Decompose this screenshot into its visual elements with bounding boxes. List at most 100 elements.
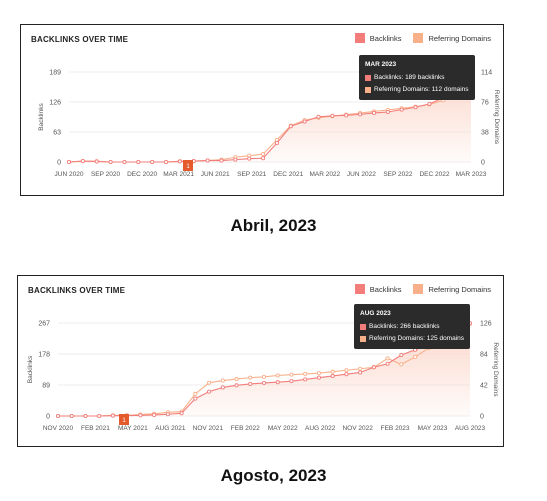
legend-referring-domains[interactable]: Referring Domains	[413, 284, 491, 294]
backlinks-line-point	[316, 375, 321, 380]
backlinks-line-point	[80, 158, 85, 164]
legend-label-backlinks: Backlinks	[369, 33, 402, 43]
x-tick-label: JUN 2022	[347, 171, 376, 178]
line-chart-april[interactable]: 0 0 63 38 126 76 189 114 Backlinks Referring Doma…	[21, 25, 503, 195]
y-tick-label: 0	[46, 414, 50, 421]
backlinks-line-point	[274, 140, 279, 146]
backlinks-line-point	[179, 411, 184, 416]
referring-domains-line-point	[275, 373, 280, 378]
backlinks-line-point	[110, 413, 115, 418]
y2-tick-label: 0	[480, 414, 484, 421]
x-tick-label: AUG 2023	[455, 425, 486, 432]
backlinks-line-point	[55, 413, 61, 419]
referring-domains-line-point	[330, 369, 335, 374]
caption-april: Abril, 2023	[230, 216, 317, 235]
backlinks-line-point	[413, 105, 418, 110]
x-tick-label: SEP 2021	[237, 171, 267, 178]
event-marker	[183, 160, 193, 171]
chart-title: BACKLINKS OVER TIME	[31, 35, 129, 44]
chart-panel-august: BACKLINKS OVER TIME Backlinks Referring …	[17, 275, 504, 447]
backlinks-line-point	[220, 385, 225, 390]
legend-label-referring: Referring Domains	[428, 284, 491, 294]
backlinks-line-point	[69, 413, 74, 419]
backlinks-line-point	[150, 159, 155, 165]
x-tick-label: MAY 2023	[418, 425, 448, 432]
y2-tick-label: 42	[480, 383, 488, 390]
backlinks-line-point	[385, 361, 390, 366]
backlinks-line-point	[122, 159, 127, 165]
chart-legend: Backlinks Referring Domains	[354, 284, 491, 294]
backlinks-line-point	[275, 380, 280, 385]
referring-domains-line-point	[316, 371, 321, 376]
tooltip-swatch-referring	[360, 336, 366, 342]
y2-tick-label: 84	[480, 352, 488, 359]
backlinks-line-point	[330, 373, 335, 378]
backlinks-line-point	[152, 412, 157, 418]
legend-backlinks[interactable]: Backlinks	[354, 284, 401, 294]
backlinks-line-point	[427, 101, 432, 106]
backlinks-line	[68, 71, 472, 163]
backlinks-line-point	[261, 380, 267, 385]
x-tick-label: DEC 2021	[273, 171, 303, 178]
backlinks-line-point	[205, 158, 210, 163]
legend-swatch-referring	[413, 284, 424, 294]
x-tick-label: MAY 2022	[268, 425, 298, 432]
x-tick-label: AUG 2022	[305, 425, 336, 432]
referring-domains-line-point	[261, 152, 266, 157]
backlinks-area	[69, 72, 471, 162]
backlinks-line-point	[247, 156, 252, 161]
backlinks-line-point	[177, 159, 182, 164]
referring-domains-line-point	[248, 375, 253, 380]
tooltip-title: AUG 2023	[360, 310, 391, 317]
y-tick-label: 126	[49, 100, 61, 107]
referring-domains-line-point	[193, 391, 198, 396]
backlinks-line-point	[399, 352, 404, 358]
backlinks-line-point	[207, 389, 212, 394]
chart-tooltip: AUG 2023 Backlinks: 266 backlinks Referr…	[354, 304, 471, 349]
x-tick-label: FEB 2022	[231, 425, 260, 432]
backlinks-line-point	[261, 156, 266, 161]
x-tick-label: NOV 2021	[193, 425, 224, 432]
backlinks-line-point	[344, 113, 349, 118]
referring-domains-line-point	[413, 354, 418, 360]
chart-panel-april: BACKLINKS OVER TIME Backlinks Referring …	[20, 24, 504, 196]
backlinks-line-point	[138, 413, 143, 418]
line-chart-august[interactable]: 0 0 89 42 178 84 267 126 Backlinks Referring Doma…	[18, 276, 503, 446]
y-axis-label: Backlinks	[38, 103, 45, 131]
referring-domains-line-point	[344, 368, 349, 373]
tooltip-backlinks: Backlinks: 189 backlinks	[374, 74, 445, 81]
legend-swatch-referring	[413, 33, 424, 43]
tooltip-swatch-backlinks	[365, 75, 371, 81]
referring-domains-line-point	[303, 371, 308, 376]
y-tick-label: 89	[42, 383, 50, 390]
y-tick-label: 267	[38, 321, 50, 328]
event-marker-label: 1	[186, 164, 190, 170]
backlinks-line-point	[358, 370, 363, 375]
x-tick-label: FEB 2021	[81, 425, 110, 432]
x-tick-label: AUG 2021	[155, 425, 186, 432]
legend-backlinks[interactable]: Backlinks	[354, 33, 402, 43]
backlinks-line-point	[302, 119, 307, 124]
backlinks-line-point	[399, 107, 404, 112]
y-tick-label: 63	[53, 130, 61, 137]
backlinks-line-point	[316, 114, 321, 119]
backlinks-line-point	[234, 383, 239, 388]
x-tick-label: DEC 2022	[419, 171, 449, 178]
referring-domains-line-point	[385, 356, 390, 361]
chart-legend: Backlinks Referring Domains	[354, 33, 491, 43]
backlinks-line-point	[94, 159, 99, 164]
x-tick-label: SEP 2020	[91, 171, 121, 178]
y2-axis-label: Referring Domains	[492, 342, 499, 397]
legend-referring-domains[interactable]: Referring Domains	[413, 33, 491, 43]
backlinks-line-point	[385, 109, 390, 115]
y-tick-label: 189	[49, 70, 61, 77]
backlinks-line-point	[358, 112, 363, 117]
backlinks-line-point	[344, 372, 349, 377]
backlinks-line-point	[330, 113, 335, 118]
x-tick-label: NOV 2020	[43, 425, 74, 432]
backlinks-line-point	[371, 365, 376, 370]
event-marker-label: 1	[122, 418, 126, 424]
backlinks-line-point	[108, 159, 113, 165]
backlinks-line-point	[248, 381, 253, 387]
event-marker	[119, 414, 129, 425]
